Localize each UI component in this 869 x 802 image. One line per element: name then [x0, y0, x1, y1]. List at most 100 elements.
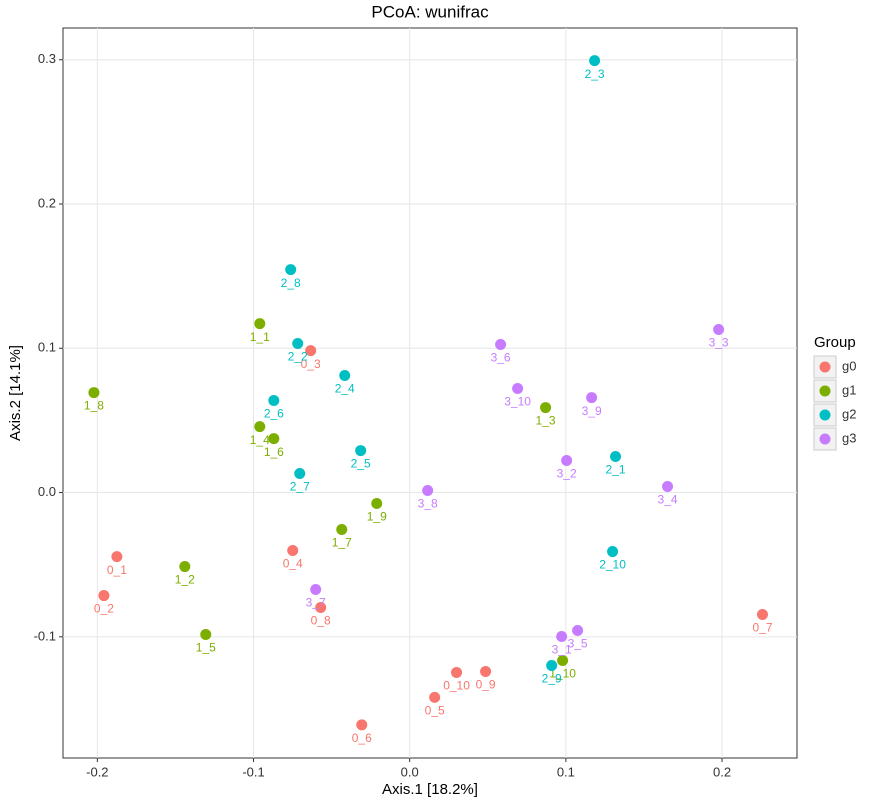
point-label: 3_9: [582, 404, 602, 418]
point-label: 3_6: [491, 351, 511, 365]
point-label: 2_4: [335, 382, 355, 396]
point: [610, 450, 622, 462]
point: [292, 338, 304, 350]
point-label: 3_7: [306, 596, 326, 610]
y-tick-label: -0.1: [34, 628, 56, 643]
point-label: 2_10: [599, 558, 626, 572]
point-label: 2_2: [288, 350, 308, 364]
point-label: 1_7: [332, 536, 352, 550]
point: [556, 631, 568, 643]
point-label: 3_4: [658, 493, 678, 507]
point: [336, 523, 348, 535]
point: [546, 660, 558, 672]
point-label: 3_1: [552, 643, 572, 657]
point: [572, 624, 584, 636]
point: [512, 383, 524, 395]
point: [662, 480, 674, 492]
point-label: 1_8: [84, 399, 104, 413]
legend-label: g3: [842, 430, 856, 445]
point-label: 3_5: [568, 637, 588, 651]
point: [268, 395, 280, 407]
point-label: 0_5: [425, 704, 445, 718]
point: [88, 387, 100, 399]
legend-label: g1: [842, 382, 856, 397]
x-tick-label: -0.2: [86, 764, 108, 779]
point: [557, 654, 569, 666]
point-label: 1_3: [536, 414, 556, 428]
point-label: 0_9: [476, 678, 496, 692]
point-label: 0_3: [301, 357, 321, 371]
point-label: 1_2: [175, 573, 195, 587]
point: [356, 719, 368, 731]
point-label: 3_3: [709, 336, 729, 350]
point-label: 0_1: [107, 563, 127, 577]
point: [371, 498, 383, 510]
legend-marker: [819, 361, 831, 373]
point: [294, 468, 306, 480]
point-label: 1_4: [250, 433, 270, 447]
legend-label: g0: [842, 358, 856, 373]
point: [480, 665, 492, 677]
point: [268, 433, 280, 445]
point-label: 1_10: [549, 667, 576, 681]
point-label: 3_8: [418, 497, 438, 511]
x-axis-title: Axis.1 [18.2%]: [382, 781, 478, 798]
point: [495, 339, 507, 351]
point-label: 2_3: [585, 67, 605, 81]
point: [713, 324, 725, 336]
point: [429, 691, 441, 703]
point: [422, 485, 434, 497]
point: [586, 392, 598, 404]
point-label: 0_6: [352, 731, 372, 745]
y-tick-label: 0.3: [38, 51, 56, 66]
legend-marker: [819, 385, 831, 397]
point: [561, 455, 573, 467]
x-tick-label: 0.2: [713, 764, 731, 779]
y-tick-label: 0.2: [38, 195, 56, 210]
point: [589, 55, 601, 67]
point-label: 3_2: [557, 467, 577, 481]
point: [98, 590, 110, 602]
legend-marker: [819, 433, 831, 445]
point-label: 1_6: [264, 445, 284, 459]
point-label: 0_4: [283, 557, 303, 571]
plot-panel: [62, 27, 798, 759]
point-label: 2_9: [542, 672, 562, 686]
point: [451, 666, 463, 678]
y-tick-label: 0.1: [38, 340, 56, 355]
x-tick-label: -0.1: [242, 764, 264, 779]
point-label: 1_1: [250, 330, 270, 344]
point: [540, 402, 552, 414]
point-label: 2_7: [290, 480, 310, 494]
point: [287, 545, 299, 557]
point-label: 2_6: [264, 407, 284, 421]
point: [111, 551, 123, 563]
point-label: 1_5: [196, 641, 216, 655]
point: [179, 561, 191, 573]
point-label: 2_5: [351, 457, 371, 471]
y-tick-label: 0.0: [38, 484, 56, 499]
point-label: 0_10: [443, 679, 470, 693]
point: [355, 445, 367, 457]
point-label: 0_2: [94, 602, 114, 616]
point: [285, 264, 297, 276]
point-label: 2_8: [281, 276, 301, 290]
point: [339, 370, 351, 382]
point: [310, 583, 322, 595]
point-label: 0_8: [311, 614, 331, 628]
point: [315, 602, 327, 614]
y-axis-title: Axis.2 [14.1%]: [7, 345, 24, 441]
point: [305, 345, 317, 357]
point: [254, 421, 266, 433]
point: [756, 608, 768, 620]
legend-marker: [819, 409, 831, 421]
point-label: 2_1: [606, 463, 626, 477]
point: [254, 318, 266, 330]
point-label: 1_9: [367, 510, 387, 524]
legend-label: g2: [842, 406, 856, 421]
x-tick-label: 0.0: [401, 764, 419, 779]
point: [607, 546, 619, 558]
point: [200, 629, 212, 641]
legend-title: Group: [814, 334, 856, 351]
